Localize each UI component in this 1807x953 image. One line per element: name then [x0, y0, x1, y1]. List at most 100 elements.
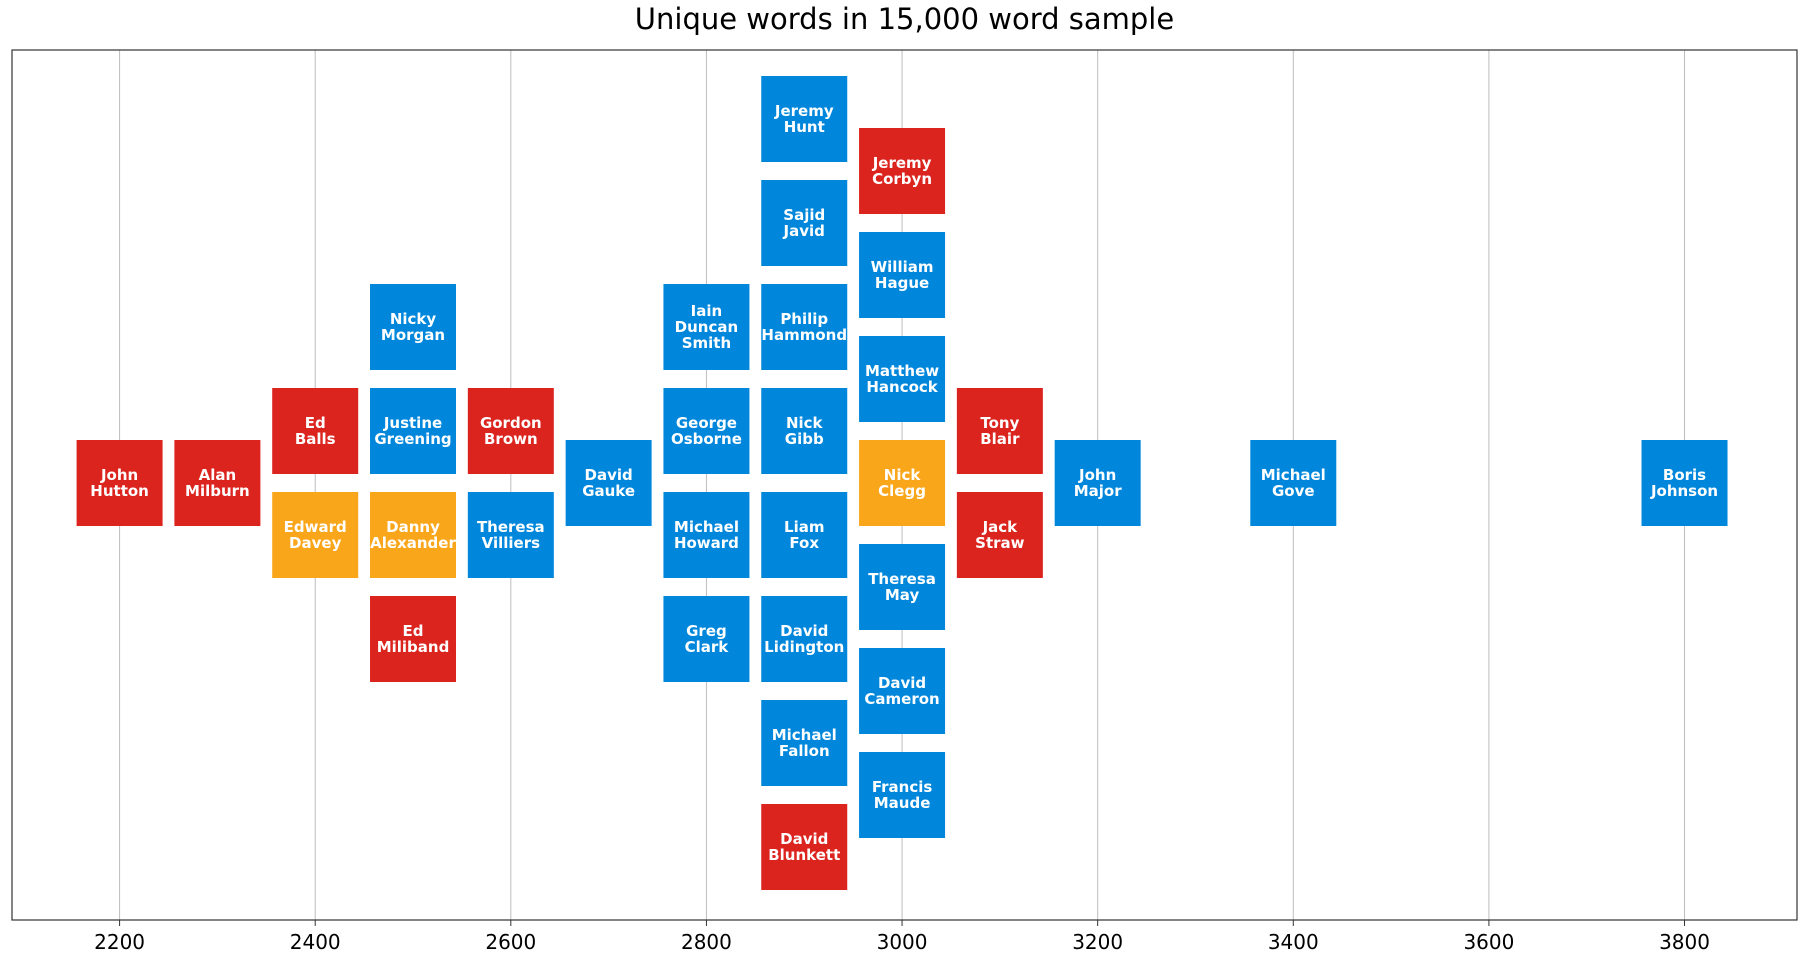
- x-axis: 2200 2400 2600 2800 3000 3200 3400 3600 3800: [94, 920, 1710, 953]
- plot-frame: [11, 49, 1798, 921]
- data-box-label: Ed: [305, 414, 326, 432]
- x-tick-label-2200: 2200: [94, 930, 145, 953]
- data-box-label: Iain: [691, 302, 723, 320]
- data-box-label: Liam: [784, 518, 824, 536]
- data-box-label: Edward: [284, 518, 347, 536]
- data-box-label: Theresa: [868, 570, 936, 588]
- data-box-label: Jack: [982, 518, 1019, 536]
- data-box-label: Sajid: [783, 206, 825, 224]
- data-box-label: Michael: [772, 726, 837, 744]
- data-box-rect: [859, 648, 946, 734]
- data-box-label: Hunt: [784, 118, 825, 136]
- data-box-rect: [663, 284, 750, 370]
- data-box-label: Javid: [783, 222, 825, 240]
- data-box-rect: [859, 128, 946, 214]
- data-box-rect: [761, 388, 848, 474]
- data-box-rect: [1250, 440, 1337, 526]
- data-box-label: Fallon: [779, 742, 830, 760]
- data-boxes: JohnHuttonAlanMilburnEdBallsEdwardDaveyN…: [76, 76, 1728, 890]
- data-box-label: David: [780, 622, 828, 640]
- data-box-label: Milburn: [185, 482, 250, 500]
- data-box-label: Straw: [975, 534, 1024, 552]
- data-box-rect: [761, 284, 848, 370]
- data-box-label: Matthew: [865, 362, 939, 380]
- x-tick-label-2400: 2400: [290, 930, 341, 953]
- data-box-label: Major: [1074, 482, 1122, 500]
- x-tick-label-3200: 3200: [1072, 930, 1123, 953]
- data-box-rect: [859, 232, 946, 318]
- data-box-label: Michael: [1261, 466, 1326, 484]
- data-box-label: Miliband: [377, 638, 450, 656]
- data-box-label: Gordon: [480, 414, 542, 432]
- x-tick-label-2800: 2800: [681, 930, 732, 953]
- data-box-label: Gibb: [785, 430, 824, 448]
- data-box-label: Jeremy: [774, 102, 834, 120]
- data-box-label: Corbyn: [872, 170, 932, 188]
- data-box-rect: [859, 544, 946, 630]
- data-box-label: Gove: [1272, 482, 1315, 500]
- data-box-rect: [956, 388, 1043, 474]
- data-box-label: Hammond: [761, 326, 847, 344]
- data-box-label: Balls: [295, 430, 336, 448]
- data-box-rect: [467, 388, 554, 474]
- data-box-label: Alan: [199, 466, 237, 484]
- data-box-label: Michael: [674, 518, 739, 536]
- data-box-label: Hague: [875, 274, 929, 292]
- data-box-rect: [761, 596, 848, 682]
- data-box-label: Justine: [383, 414, 442, 432]
- data-box-label: Blair: [980, 430, 1020, 448]
- x-tick-label-3400: 3400: [1268, 930, 1319, 953]
- data-box-rect: [859, 752, 946, 838]
- data-box-label: William: [871, 258, 934, 276]
- data-box-label: John: [100, 466, 138, 484]
- data-box-label: Danny: [386, 518, 440, 536]
- data-box-rect: [859, 440, 946, 526]
- data-box-label: Nick: [786, 414, 824, 432]
- data-box-rect: [663, 388, 750, 474]
- data-box-label: Hancock: [866, 378, 938, 396]
- data-box-rect: [565, 440, 652, 526]
- data-box-label: Smith: [682, 334, 731, 352]
- data-box-label: Ed: [403, 622, 424, 640]
- data-box-label: Jeremy: [872, 154, 932, 172]
- x-tick-label-2600: 2600: [485, 930, 536, 953]
- data-box-label: Davey: [289, 534, 342, 552]
- data-box-rect: [370, 388, 457, 474]
- data-box-rect: [761, 804, 848, 890]
- x-tick-label-3600: 3600: [1463, 930, 1514, 953]
- data-box-label: Fox: [789, 534, 819, 552]
- data-box-label: Morgan: [381, 326, 445, 344]
- data-box-rect: [1641, 440, 1728, 526]
- data-box-label: David: [878, 674, 926, 692]
- chart-title: Unique words in 15,000 word sample: [635, 2, 1174, 36]
- data-box-rect: [859, 336, 946, 422]
- data-box-rect: [761, 700, 848, 786]
- data-box-label: Hutton: [90, 482, 149, 500]
- data-box-label: Philip: [780, 310, 828, 328]
- data-box-rect: [370, 596, 457, 682]
- data-box-rect: [370, 492, 457, 578]
